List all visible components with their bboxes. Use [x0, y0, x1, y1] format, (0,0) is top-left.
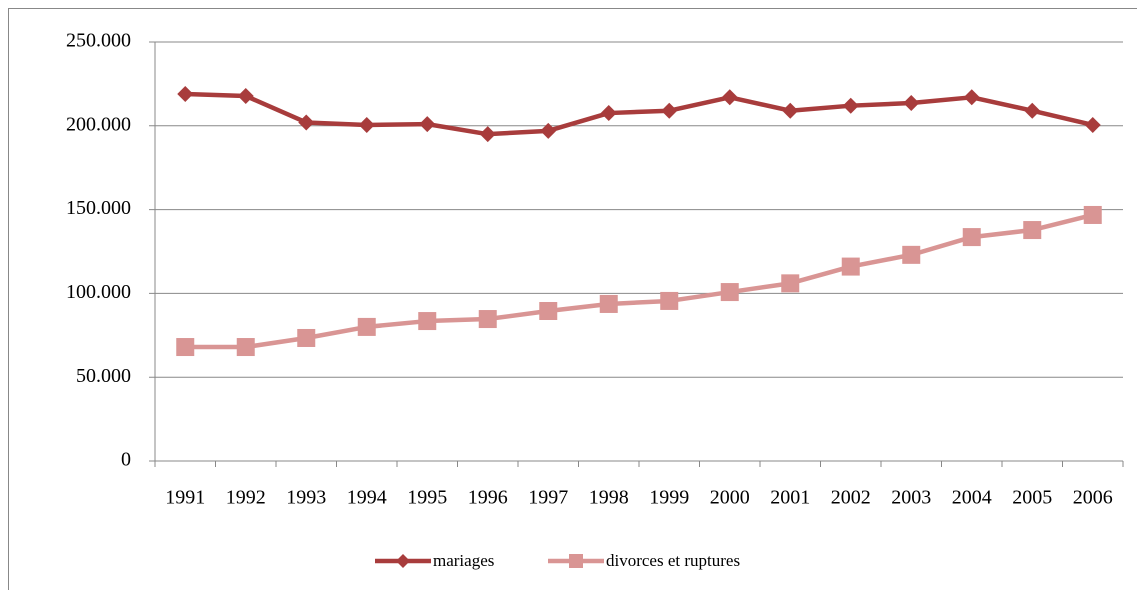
data-point — [176, 338, 195, 357]
data-point — [781, 274, 800, 293]
data-point — [962, 228, 981, 247]
y-tick-label: 250.000 — [66, 30, 131, 52]
y-tick-label: 50.000 — [76, 365, 131, 387]
x-tick-label: 1996 — [468, 487, 508, 509]
series-line — [185, 212, 1094, 350]
data-point — [539, 301, 558, 320]
x-tick-label: 1992 — [226, 487, 266, 509]
x-tick-label: 2005 — [1012, 487, 1052, 509]
data-point — [720, 283, 739, 302]
data-point — [600, 105, 617, 122]
data-point — [478, 310, 497, 329]
legend-marker — [396, 554, 410, 568]
data-point — [540, 122, 557, 139]
y-tick-label: 150.000 — [66, 197, 131, 219]
x-tick-label: 1998 — [589, 487, 629, 509]
data-point — [357, 317, 376, 336]
data-point — [177, 85, 194, 102]
x-tick-label: 2003 — [891, 487, 931, 509]
data-point — [419, 116, 436, 133]
data-point — [236, 338, 255, 357]
data-point — [660, 291, 679, 310]
data-point — [1024, 102, 1041, 119]
x-tick-label: 2002 — [831, 487, 871, 509]
data-point — [721, 89, 738, 106]
x-tick-label: 2006 — [1073, 487, 1113, 509]
y-tick-label: 0 — [121, 449, 131, 471]
data-point — [841, 257, 860, 276]
data-point — [479, 126, 496, 143]
legend-marker — [569, 554, 583, 568]
data-point — [599, 294, 618, 313]
x-tick-label: 1997 — [528, 487, 568, 509]
data-point — [1083, 205, 1102, 224]
data-point — [902, 245, 921, 264]
data-point — [1023, 221, 1042, 240]
x-tick-label: 1999 — [649, 487, 689, 509]
data-point — [903, 95, 920, 112]
data-point — [298, 114, 315, 131]
x-tick-label: 1995 — [407, 487, 447, 509]
data-point — [842, 97, 859, 114]
x-tick-label: 2004 — [952, 487, 992, 509]
data-point — [418, 312, 437, 331]
chart-frame — [8, 8, 1137, 590]
legend-label: mariages — [433, 551, 494, 570]
y-tick-label: 100.000 — [66, 281, 131, 303]
data-point — [782, 102, 799, 119]
x-tick-label: 1993 — [286, 487, 326, 509]
data-point — [963, 89, 980, 106]
x-tick-label: 1994 — [347, 487, 387, 509]
x-tick-label: 1991 — [165, 487, 205, 509]
data-point — [661, 102, 678, 119]
data-point — [237, 87, 254, 104]
data-point — [297, 328, 316, 347]
x-tick-label: 2000 — [710, 487, 750, 509]
data-point — [1084, 116, 1101, 133]
x-tick-label: 2001 — [770, 487, 810, 509]
series-line — [185, 91, 1094, 137]
legend-label: divorces et ruptures — [606, 551, 740, 570]
data-point — [358, 116, 375, 133]
y-tick-label: 200.000 — [66, 113, 131, 135]
